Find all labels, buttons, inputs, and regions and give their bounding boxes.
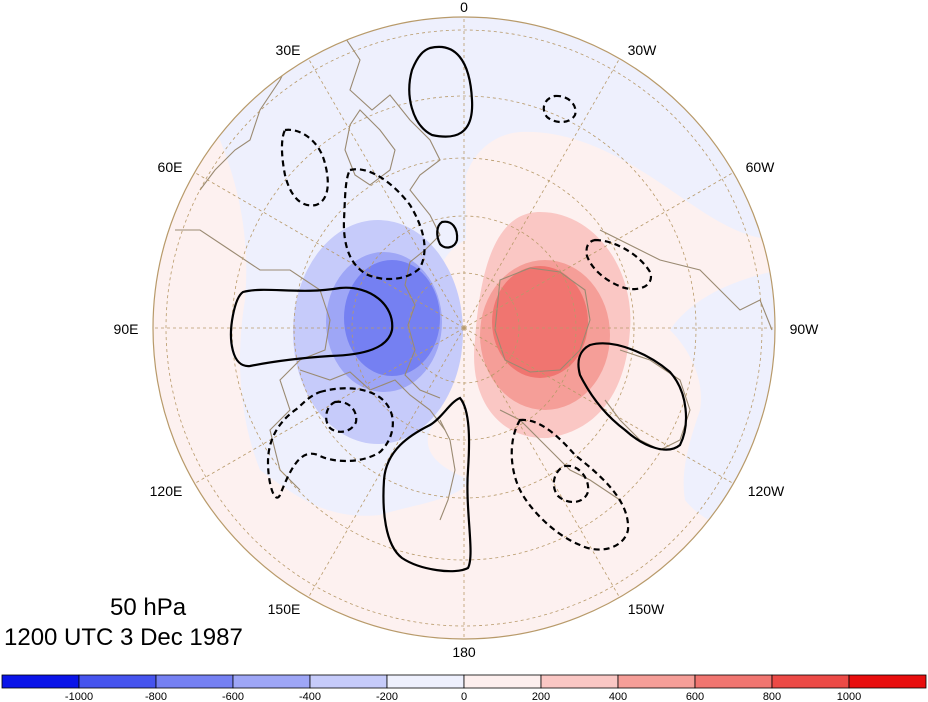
colorbar-tick-label: -200 xyxy=(376,691,398,702)
colorbar-swatch xyxy=(232,674,311,689)
graticule xyxy=(153,17,775,639)
meridian-line xyxy=(194,172,465,329)
contour-solid-south xyxy=(382,396,472,573)
negative-contours xyxy=(266,94,653,551)
colorbar-tick-label: -600 xyxy=(222,691,244,702)
colorbar: -1000 -800 -600 -400 -200 0 200 400 600 800 1000 xyxy=(1,674,927,702)
map-border xyxy=(152,16,776,640)
colorbar-swatch xyxy=(540,674,619,689)
meridian-line xyxy=(308,58,465,329)
colorbar-tick-label: -400 xyxy=(299,691,321,702)
coast-asia xyxy=(175,229,331,491)
meridian-line xyxy=(463,172,734,329)
coast-arctic-siberia xyxy=(299,369,446,431)
meridians xyxy=(153,17,775,639)
meridian-line xyxy=(463,58,620,329)
contour-dashed-siberia xyxy=(342,168,426,281)
meridian-line xyxy=(194,327,465,484)
contour-dashed-asia-inner xyxy=(325,400,358,433)
positive-anomaly-core xyxy=(492,266,588,378)
coast-pacific-islands xyxy=(439,419,456,521)
coast-scandinavia xyxy=(344,109,396,186)
colorbar-swatch xyxy=(617,674,696,689)
lon-label-120e: 120E xyxy=(150,483,183,499)
lon-label-0: 0 xyxy=(460,0,468,15)
colorbar-swatch xyxy=(848,674,927,689)
contour-solid-north xyxy=(408,45,474,138)
contours xyxy=(229,45,688,573)
lon-label-60e: 60E xyxy=(158,159,183,175)
colorbar-swatch xyxy=(1,674,80,689)
colorbar-swatch xyxy=(309,674,388,689)
coast-north-america xyxy=(604,349,691,451)
lon-label-150e: 150E xyxy=(268,601,301,617)
meridian-line xyxy=(463,327,620,598)
meridian-line xyxy=(463,327,734,484)
colorbar-tick-label: 200 xyxy=(532,691,550,702)
contour-dashed-pacific xyxy=(510,418,630,551)
colorbar-swatch xyxy=(155,674,234,689)
contour-dashed-eurasia xyxy=(280,128,329,207)
contour-dashed-greenland xyxy=(585,238,653,291)
meridian-line xyxy=(308,327,465,598)
coast-canada xyxy=(599,229,773,331)
colorbar-tick-label: 600 xyxy=(686,691,704,702)
lon-label-90w: 90W xyxy=(790,321,820,337)
colorbar-swatch xyxy=(463,674,542,689)
colorbar-tick-label: -800 xyxy=(145,691,167,702)
contour-solid-west xyxy=(229,286,394,368)
longitude-labels: 0 30W 60W 90W 120W 150W 180 150E 120E 90… xyxy=(114,0,820,660)
coast-europe xyxy=(339,29,441,399)
timestamp-caption: 1200 UTC 3 Dec 1987 xyxy=(4,624,243,651)
colorbar-swatch xyxy=(694,674,773,689)
colorbar-swatch xyxy=(771,674,850,689)
lon-label-150w: 150W xyxy=(628,601,665,617)
lon-label-120w: 120W xyxy=(748,483,785,499)
colorbar-tick-label: 0 xyxy=(461,691,467,702)
colorbar-tick-label: 400 xyxy=(609,691,627,702)
lon-label-30w: 30W xyxy=(628,42,658,58)
contour-solid-small xyxy=(436,220,459,249)
lon-label-60w: 60W xyxy=(746,159,776,175)
coast-mediterranean xyxy=(199,39,301,191)
colorbar-swatch xyxy=(78,674,157,689)
contour-dashed-pacific-inner xyxy=(552,464,590,503)
pressure-level-caption: 50 hPa xyxy=(110,594,187,621)
latitude-circle-70 xyxy=(351,215,577,441)
lon-label-90e: 90E xyxy=(114,321,139,337)
lon-label-30e: 30E xyxy=(276,42,301,58)
colorbar-tick-label: 1000 xyxy=(837,691,861,702)
map-disc xyxy=(153,17,775,639)
lon-label-180: 180 xyxy=(452,644,476,660)
colorbar-swatch xyxy=(386,674,465,689)
contour-solid-east xyxy=(577,342,688,451)
colorbar-tick-label: 800 xyxy=(763,691,781,702)
contour-dashed-asia xyxy=(266,387,394,499)
colorbar-tick-label: -1000 xyxy=(65,691,93,702)
latitude-circle-40 xyxy=(165,29,763,627)
